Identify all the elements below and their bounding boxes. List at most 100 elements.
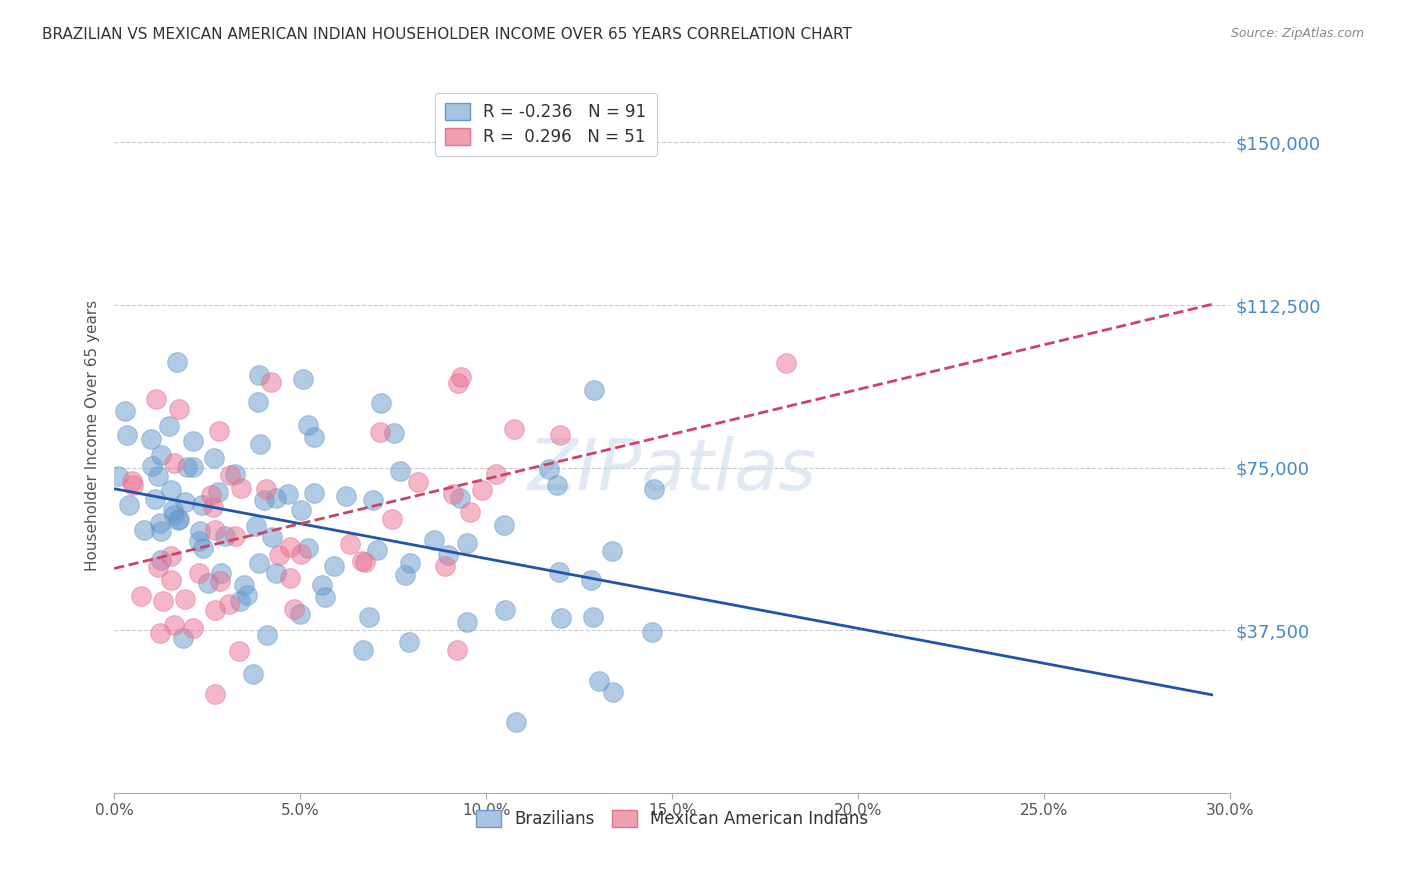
Point bbox=[398, 635, 420, 649]
Point bbox=[214, 529, 236, 543]
Point bbox=[201, 500, 224, 514]
Point bbox=[118, 498, 141, 512]
Point bbox=[145, 392, 167, 407]
Point bbox=[191, 541, 214, 555]
Point bbox=[335, 489, 357, 503]
Point bbox=[266, 491, 288, 505]
Point bbox=[228, 594, 250, 608]
Point bbox=[209, 566, 232, 580]
Point bbox=[406, 475, 429, 490]
Point bbox=[245, 519, 267, 533]
Point bbox=[166, 354, 188, 368]
Point bbox=[550, 611, 572, 625]
Point bbox=[583, 384, 606, 398]
Point bbox=[278, 571, 301, 585]
Point bbox=[224, 467, 246, 481]
Point bbox=[434, 559, 457, 574]
Point bbox=[384, 426, 406, 441]
Point bbox=[302, 485, 325, 500]
Point bbox=[181, 622, 204, 636]
Legend: Brazilians, Mexican American Indians: Brazilians, Mexican American Indians bbox=[470, 803, 875, 834]
Point bbox=[152, 594, 174, 608]
Point bbox=[107, 468, 129, 483]
Point bbox=[247, 368, 270, 383]
Point bbox=[278, 540, 301, 554]
Point bbox=[339, 537, 361, 551]
Point bbox=[775, 356, 797, 370]
Point bbox=[204, 523, 226, 537]
Point bbox=[456, 615, 478, 630]
Point bbox=[162, 503, 184, 517]
Point bbox=[197, 576, 219, 591]
Point bbox=[588, 674, 610, 689]
Point bbox=[188, 534, 211, 549]
Point bbox=[602, 685, 624, 699]
Point bbox=[167, 512, 190, 526]
Point bbox=[174, 495, 197, 509]
Point bbox=[456, 536, 478, 550]
Point bbox=[149, 626, 172, 640]
Point bbox=[260, 375, 283, 389]
Point bbox=[208, 424, 231, 438]
Point bbox=[149, 524, 172, 538]
Point bbox=[176, 459, 198, 474]
Point bbox=[132, 523, 155, 537]
Point bbox=[159, 573, 181, 587]
Point bbox=[423, 533, 446, 548]
Text: BRAZILIAN VS MEXICAN AMERICAN INDIAN HOUSEHOLDER INCOME OVER 65 YEARS CORRELATIO: BRAZILIAN VS MEXICAN AMERICAN INDIAN HOU… bbox=[42, 27, 852, 42]
Point bbox=[160, 549, 183, 563]
Point bbox=[399, 557, 422, 571]
Point bbox=[224, 529, 246, 543]
Point bbox=[368, 425, 391, 439]
Point bbox=[218, 597, 240, 611]
Point bbox=[388, 464, 411, 478]
Point bbox=[260, 530, 283, 544]
Point bbox=[149, 516, 172, 530]
Point bbox=[449, 491, 471, 505]
Point bbox=[641, 625, 664, 640]
Point bbox=[121, 474, 143, 488]
Point bbox=[247, 556, 270, 570]
Point bbox=[246, 395, 269, 409]
Point bbox=[249, 437, 271, 451]
Point bbox=[447, 376, 470, 390]
Point bbox=[505, 714, 527, 729]
Point bbox=[242, 667, 264, 681]
Point bbox=[548, 565, 571, 579]
Point bbox=[361, 492, 384, 507]
Point bbox=[228, 644, 250, 658]
Point bbox=[437, 548, 460, 562]
Point bbox=[314, 591, 336, 605]
Point bbox=[352, 643, 374, 657]
Point bbox=[204, 603, 226, 617]
Point bbox=[150, 553, 173, 567]
Point bbox=[366, 542, 388, 557]
Point bbox=[181, 434, 204, 448]
Point bbox=[219, 468, 242, 483]
Point bbox=[354, 555, 377, 569]
Point bbox=[188, 524, 211, 539]
Point bbox=[582, 609, 605, 624]
Point bbox=[252, 493, 274, 508]
Point bbox=[269, 548, 291, 562]
Point bbox=[311, 577, 333, 591]
Point bbox=[380, 512, 402, 526]
Point bbox=[352, 554, 374, 568]
Point bbox=[231, 481, 253, 495]
Point bbox=[291, 372, 314, 386]
Point bbox=[204, 687, 226, 701]
Point bbox=[146, 469, 169, 483]
Point bbox=[359, 610, 381, 624]
Point bbox=[163, 618, 186, 632]
Point bbox=[600, 544, 623, 558]
Point bbox=[322, 559, 344, 574]
Point bbox=[297, 417, 319, 432]
Point bbox=[446, 642, 468, 657]
Point bbox=[283, 602, 305, 616]
Point bbox=[277, 487, 299, 501]
Point bbox=[187, 566, 209, 580]
Point bbox=[139, 433, 162, 447]
Point bbox=[264, 566, 287, 581]
Point bbox=[256, 482, 278, 496]
Point bbox=[163, 508, 186, 522]
